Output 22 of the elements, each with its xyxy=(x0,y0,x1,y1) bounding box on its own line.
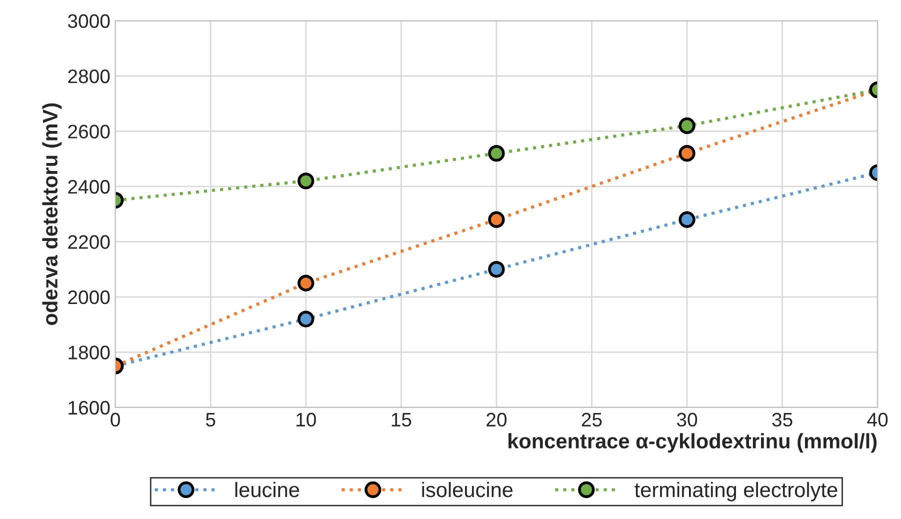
x-tick-label: 40 xyxy=(867,412,888,427)
y-tick-label: 3000 xyxy=(68,14,110,28)
x-tick-label: 10 xyxy=(296,412,316,427)
y-tick-label: 2000 xyxy=(68,290,110,304)
x-tick-label: 5 xyxy=(206,412,216,427)
legend-label: terminating electrolyte xyxy=(634,482,838,502)
x-tick-label: 20 xyxy=(486,412,507,427)
x-tick-label: 0 xyxy=(110,412,120,427)
y-tick-label: 2200 xyxy=(68,235,110,249)
legend-label: isoleucine xyxy=(422,482,513,498)
y-tick-label: 1800 xyxy=(68,346,110,360)
y-tick-label: 2400 xyxy=(68,180,110,194)
x-tick-label: 35 xyxy=(772,412,792,427)
x-axis-title: koncentrace α-cyklodextrinu (mmol/l) xyxy=(508,433,877,453)
y-tick-label: 2800 xyxy=(68,69,110,84)
y-tick-label: 2600 xyxy=(68,124,110,138)
y-tick-label: 1600 xyxy=(68,400,110,415)
y-axis-title: odezva detektoru (mV) xyxy=(42,103,62,325)
x-tick-label: 15 xyxy=(392,412,412,427)
x-tick-label: 25 xyxy=(582,412,602,427)
x-tick-label: 30 xyxy=(676,412,698,427)
legend-label: leucine xyxy=(235,482,300,498)
